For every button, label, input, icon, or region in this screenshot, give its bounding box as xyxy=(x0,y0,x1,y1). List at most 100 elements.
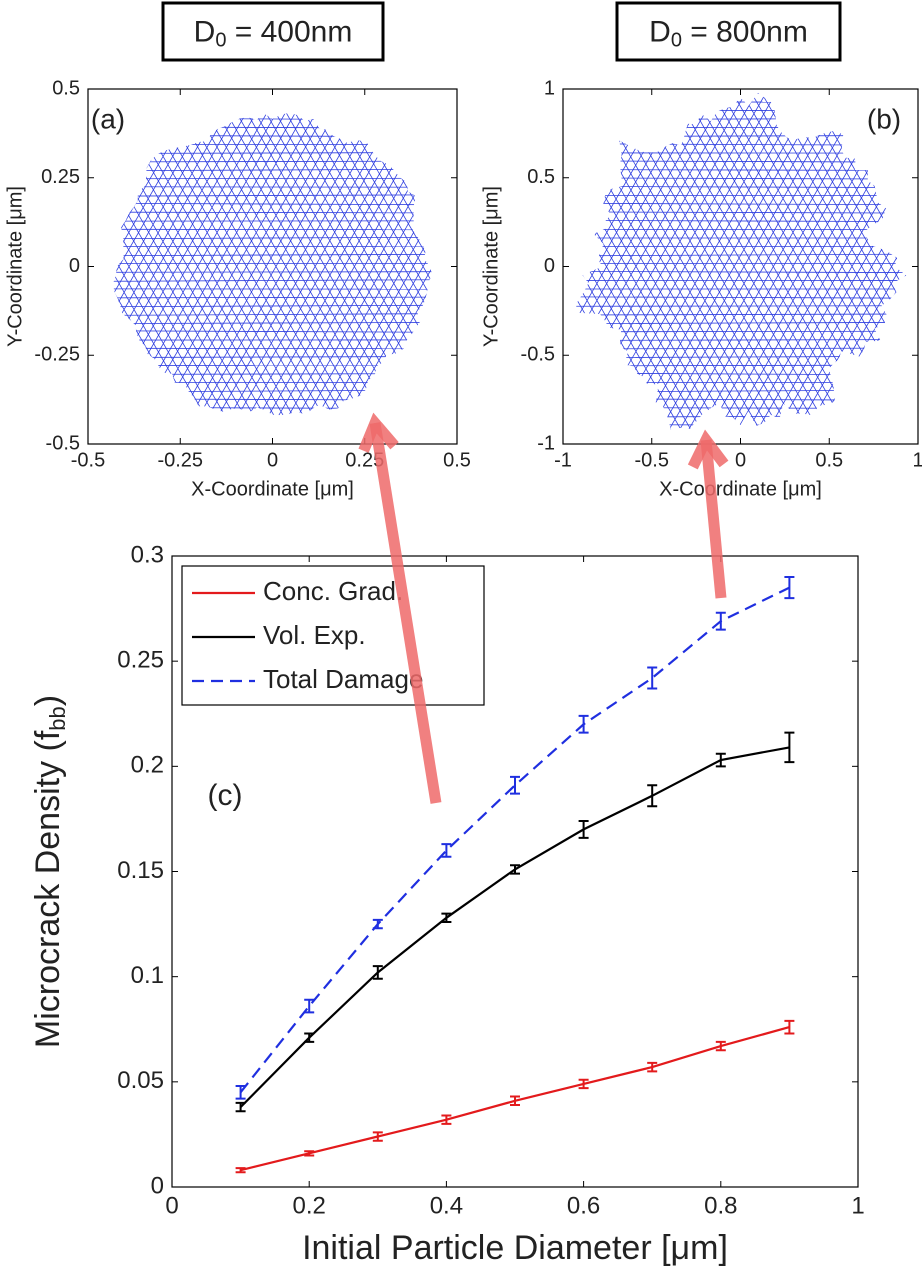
mesh-line xyxy=(699,133,890,430)
panel-annotation: (b) xyxy=(867,103,901,134)
mesh-line xyxy=(113,112,267,374)
link-arrow xyxy=(687,429,729,599)
mesh-line xyxy=(275,157,433,416)
y-tick-label: 0.05 xyxy=(117,1067,164,1094)
mesh-line xyxy=(626,113,816,430)
error-bar xyxy=(372,918,383,930)
mesh-line xyxy=(129,130,319,416)
error-bar xyxy=(784,731,795,764)
mesh-line xyxy=(575,219,907,223)
mesh-line xyxy=(575,169,907,171)
error-bar xyxy=(510,1095,520,1106)
mesh-line xyxy=(575,168,721,430)
error-bar xyxy=(372,965,383,980)
y-label-part: bb xyxy=(45,706,70,730)
mesh-line xyxy=(245,112,433,393)
mesh-line xyxy=(113,126,433,129)
mesh-line xyxy=(254,112,433,389)
error-bar xyxy=(235,1085,246,1100)
y-tick-label: -1 xyxy=(537,432,555,454)
y-tick-label: 0.25 xyxy=(117,647,164,674)
x-tick-label: -0.25 xyxy=(157,449,203,471)
y-tick-label: 0 xyxy=(544,255,555,277)
x-tick-label: 0.4 xyxy=(430,1193,463,1220)
title-part: D xyxy=(649,15,671,48)
mesh-line xyxy=(113,147,289,416)
title-box xyxy=(161,1,385,62)
mesh-line xyxy=(232,132,422,416)
mesh-line xyxy=(275,112,433,376)
mesh-line xyxy=(82,76,462,78)
panel: D0 = 400nm-0.5 -0.25 0 0.25 0.5-0.5-0.2500.2… xyxy=(4,1,471,500)
mesh-line xyxy=(113,155,275,416)
mesh-line xyxy=(662,93,854,423)
mesh-line xyxy=(215,125,409,416)
mesh-line xyxy=(639,103,832,430)
mesh-line xyxy=(575,93,714,360)
mesh-line xyxy=(113,112,253,365)
mesh-line xyxy=(676,120,869,430)
title-box xyxy=(615,1,842,62)
mesh-line xyxy=(113,160,433,163)
mesh-line xyxy=(575,93,907,95)
mesh-line xyxy=(596,93,787,403)
y-tick-label: 0.5 xyxy=(527,166,555,188)
mesh-line xyxy=(633,94,823,425)
mesh-line xyxy=(113,172,246,416)
title-part: D xyxy=(194,15,216,48)
error-bar xyxy=(647,1061,658,1073)
mesh-line xyxy=(575,339,907,341)
series-line xyxy=(239,586,790,1093)
mesh-line xyxy=(297,170,433,416)
mesh-line xyxy=(575,185,907,189)
mesh-line xyxy=(187,112,378,416)
error-bar xyxy=(510,864,520,875)
mesh-line xyxy=(156,113,350,416)
y-axis-label: Microcrack Density (fbb) xyxy=(29,695,70,1048)
y-axis-label: Y-Coordinate [μm] xyxy=(480,186,502,347)
x-tick-label: 0.8 xyxy=(704,1193,737,1220)
mesh-line xyxy=(304,174,433,416)
mesh-line xyxy=(575,193,677,430)
y-tick-label: 0 xyxy=(69,255,80,277)
error-bar xyxy=(372,1131,383,1142)
mesh-line xyxy=(282,112,433,371)
error-bar xyxy=(304,998,315,1014)
mesh-line xyxy=(193,112,386,416)
mesh-line xyxy=(113,112,246,361)
y-tick-label: 0.1 xyxy=(131,962,164,989)
mesh-line xyxy=(610,93,802,412)
error-bar xyxy=(441,912,452,923)
mesh-line xyxy=(706,93,898,395)
arrow-head xyxy=(687,429,729,470)
x-tick-label: 1 xyxy=(912,449,922,471)
mesh-line xyxy=(290,112,433,367)
mesh-line xyxy=(216,112,408,409)
error-bar xyxy=(304,1150,315,1157)
mesh-line xyxy=(113,112,305,395)
mesh-line xyxy=(550,441,922,442)
mesh-line xyxy=(113,194,433,197)
mesh-line xyxy=(575,407,907,409)
mesh-line xyxy=(678,93,867,414)
mesh-line xyxy=(751,163,907,430)
mesh-line xyxy=(186,112,378,416)
y-tick-label: 0.2 xyxy=(131,752,164,779)
error-bar xyxy=(235,1167,246,1174)
y-tick-label: 0.25 xyxy=(41,166,80,188)
error-bar xyxy=(441,843,452,858)
mesh-line xyxy=(164,112,356,416)
error-bar xyxy=(647,666,658,690)
panel-title: D0 = 400nm xyxy=(194,15,353,51)
mesh-line xyxy=(290,166,433,416)
mesh-line xyxy=(758,93,907,366)
panel-annotation: (a) xyxy=(91,103,125,134)
mesh-line xyxy=(575,154,744,430)
error-bar xyxy=(784,576,795,600)
arrow-head xyxy=(358,412,399,453)
mesh-line xyxy=(684,123,875,430)
mesh-line xyxy=(209,119,400,416)
mesh-line xyxy=(772,175,907,430)
mesh-line xyxy=(626,93,816,420)
title-part: = 800nm xyxy=(682,15,808,48)
